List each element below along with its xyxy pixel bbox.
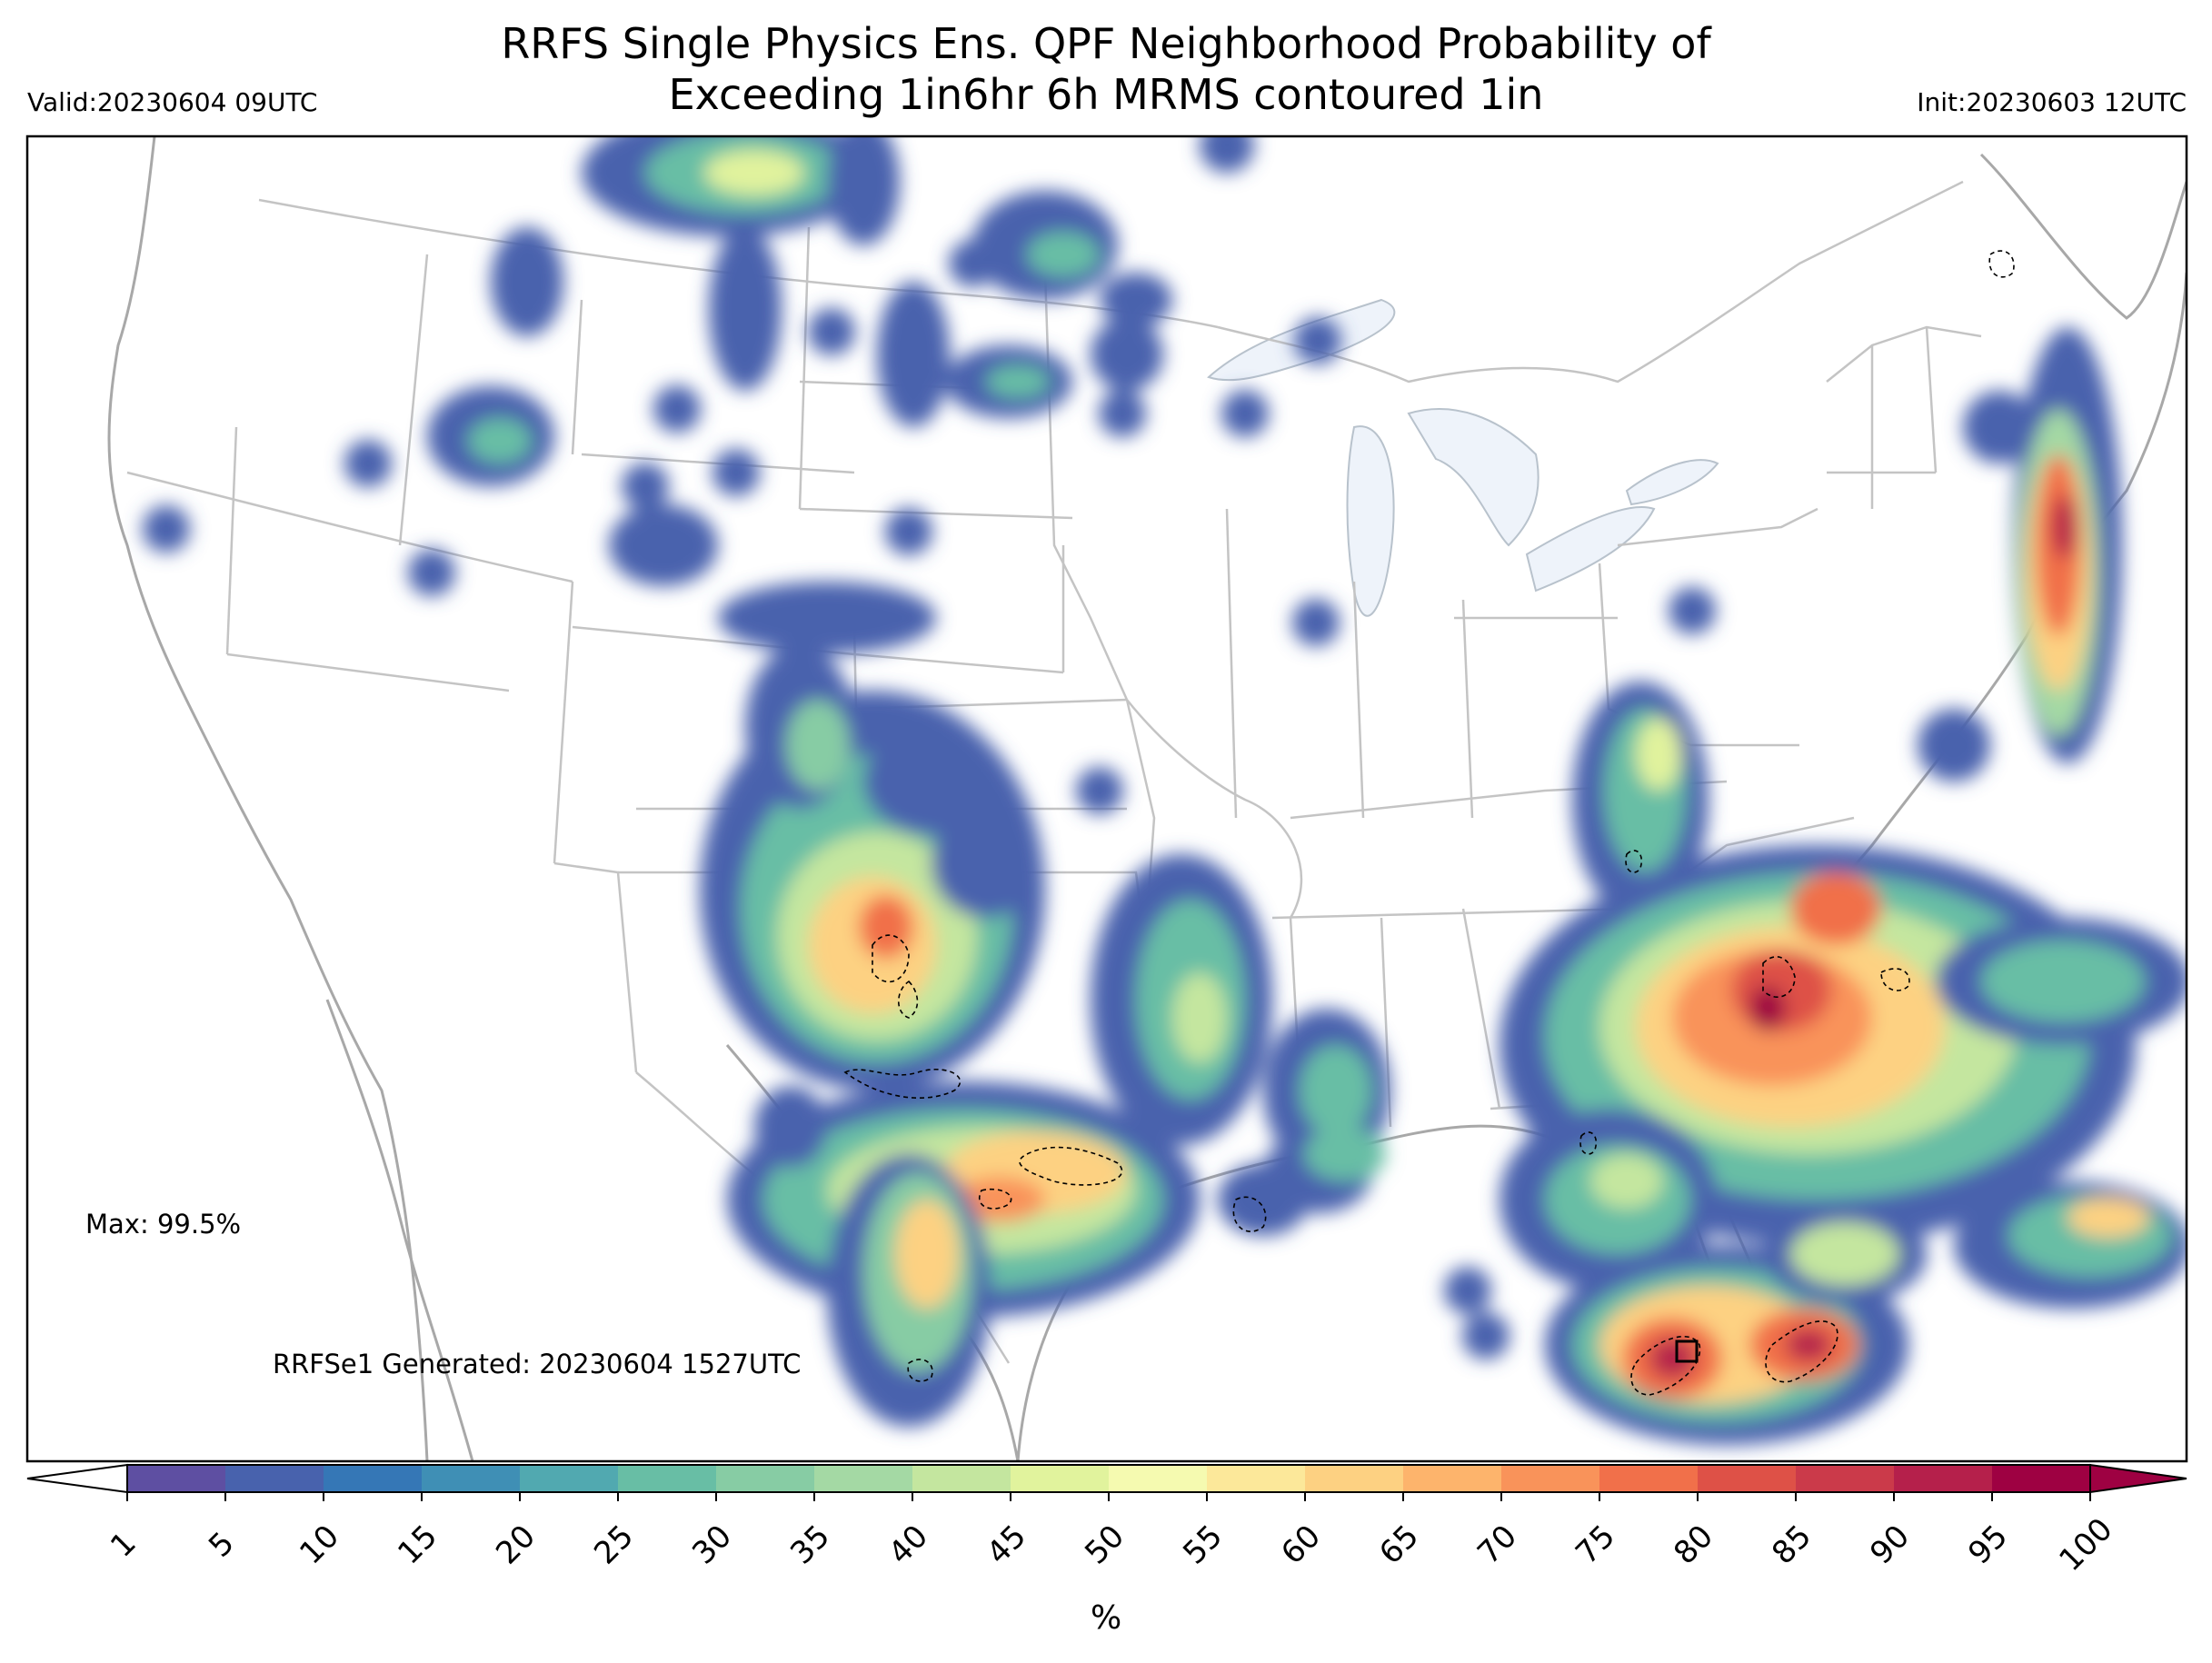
probability-fields (143, 136, 2187, 1445)
colorbar-segment (716, 1465, 815, 1492)
colorbar-segment (225, 1465, 324, 1492)
colorbar-segment (422, 1465, 521, 1492)
title-line-1: RRFS Single Physics Ens. QPF Neighborhoo… (501, 19, 1711, 68)
colorbar-unit-label: % (1091, 1599, 1122, 1637)
colorbar-segment (1305, 1465, 1404, 1492)
colorbar-segment (1207, 1465, 1306, 1492)
chart-title: RRFS Single Physics Ens. QPF Neighborhoo… (273, 18, 1939, 120)
colorbar-extend-min (26, 1463, 128, 1494)
colorbar-segment (814, 1465, 913, 1492)
init-time-label: Init:20230603 12UTC (1917, 87, 2187, 117)
generated-timestamp: RRFSe1 Generated: 20230604 1527UTC (273, 1349, 802, 1379)
colorbar (26, 1463, 2187, 1501)
colorbar-segment (324, 1465, 423, 1492)
colorbar-segment (1698, 1465, 1797, 1492)
colorbar-segment (520, 1465, 619, 1492)
title-line-2: Exceeding 1in6hr 6h MRMS contoured 1in (668, 70, 1544, 119)
colorbar-segment (1599, 1465, 1699, 1492)
colorbar-extend-max (2089, 1463, 2187, 1494)
colorbar-segment (127, 1465, 226, 1492)
colorbar-segment (1501, 1465, 1600, 1492)
max-location-marker (1675, 1339, 1699, 1363)
valid-time-label: Valid:20230604 09UTC (27, 87, 318, 117)
max-value-label: Max: 99.5% (85, 1209, 242, 1240)
colorbar-segment (1109, 1465, 1208, 1492)
mrms-contours (843, 250, 2015, 1396)
colorbar-segment (912, 1465, 1011, 1492)
colorbar-segment (1796, 1465, 1895, 1492)
colorbar-segment (1894, 1465, 1993, 1492)
great-lakes (1207, 298, 1719, 617)
colorbar-segment (1992, 1465, 2091, 1492)
colorbar-segment (1011, 1465, 1110, 1492)
colorbar-segment (1403, 1465, 1502, 1492)
colorbar-segment (618, 1465, 717, 1492)
map-frame (25, 134, 2188, 1463)
